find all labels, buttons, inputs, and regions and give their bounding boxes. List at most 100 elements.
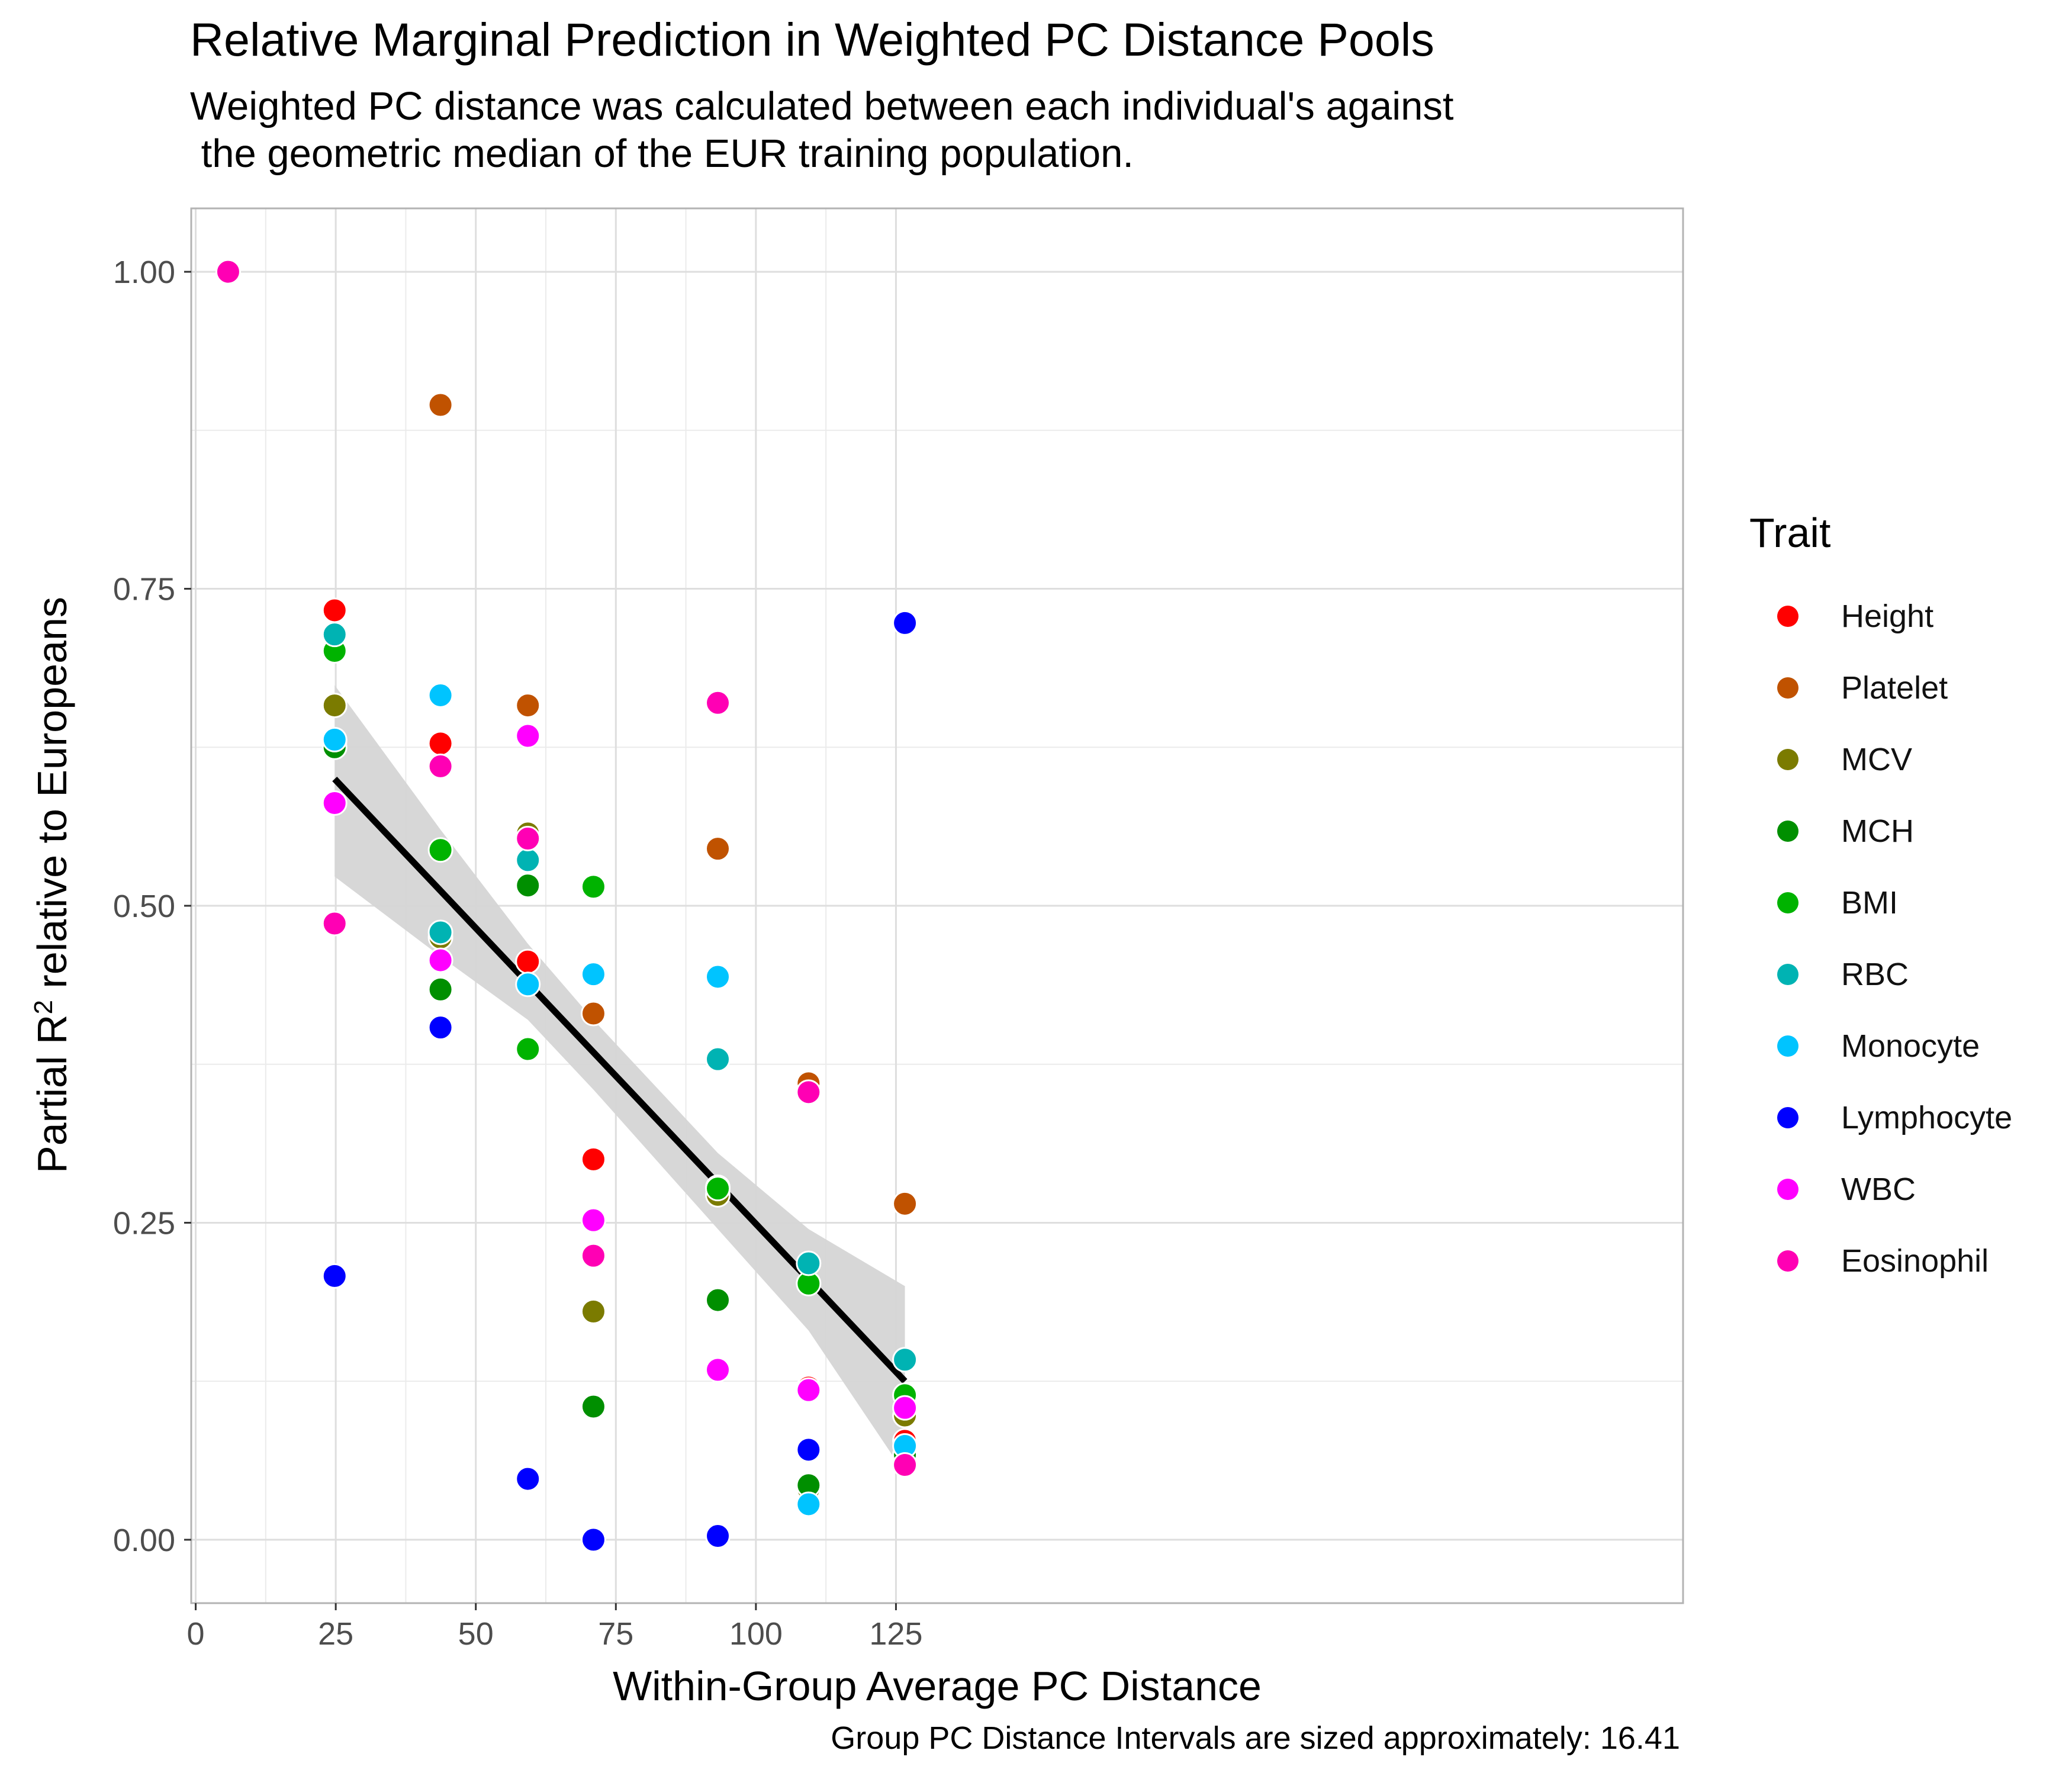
point-wbc (321, 790, 348, 816)
legend-label-rbc: RBC (1841, 956, 1909, 992)
legend-swatch-bmi (1777, 892, 1798, 913)
point-monocyte (427, 682, 453, 708)
point-mcv (580, 1298, 606, 1324)
point-wbc (796, 1377, 822, 1403)
point-platelet (892, 1191, 918, 1217)
point-mch (580, 1394, 606, 1420)
legend-swatch-eosinophil (1777, 1250, 1798, 1272)
point-rbc (796, 1250, 822, 1276)
legend-label-bmi: BMI (1841, 884, 1899, 921)
point-mcv (321, 693, 348, 719)
legend-swatch-mcv (1777, 748, 1798, 770)
point-mch (705, 1287, 731, 1313)
point-height (580, 1146, 606, 1172)
point-lymphocyte (705, 1523, 731, 1549)
x-tick-label: 100 (729, 1616, 783, 1652)
legend-item-wbc: WBC (1749, 1153, 2012, 1225)
legend-items: Height Platelet MCV MCH BMI RBC Monocyte Lympho… (1749, 580, 2012, 1296)
legend-swatch-wbc (1777, 1178, 1798, 1200)
point-monocyte (580, 961, 606, 987)
point-platelet (515, 693, 541, 719)
point-bmi (515, 1036, 541, 1062)
point-bmi (580, 874, 606, 900)
legend-label-eosinophil: Eosinophil (1841, 1243, 1989, 1279)
legend-label-monocyte: Monocyte (1841, 1028, 1980, 1064)
point-bmi (427, 837, 453, 863)
x-tick-label: 75 (598, 1616, 633, 1652)
point-rbc (892, 1347, 918, 1373)
y-tick-label: 0.50 (113, 889, 175, 924)
point-height (427, 731, 453, 757)
point-height (515, 948, 541, 974)
point-eosinophil (705, 690, 731, 716)
legend-label-mch: MCH (1841, 813, 1914, 849)
legend-swatch-monocyte (1777, 1035, 1798, 1057)
legend-label-mcv: MCV (1841, 741, 1912, 777)
point-lymphocyte (427, 1015, 453, 1041)
x-tick-label: 0 (187, 1616, 205, 1652)
point-eosinophil (892, 1452, 918, 1478)
legend: Trait Height Platelet MCV MCH BMI RBC Monocyte… (1749, 509, 2012, 1296)
point-eosinophil (321, 910, 348, 937)
chart-subtitle: Weighted PC distance was calculated betw… (190, 84, 1454, 176)
legend-swatch-lymphocyte (1777, 1106, 1798, 1128)
point-rbc (705, 1046, 731, 1072)
point-monocyte (705, 964, 731, 990)
point-height (321, 597, 348, 623)
point-platelet (705, 836, 731, 862)
point-lymphocyte (796, 1437, 822, 1463)
legend-item-lymphocyte: Lymphocyte (1749, 1082, 2012, 1153)
chart-caption: Group PC Distance Intervals are sized ap… (831, 1720, 1680, 1756)
legend-label-lymphocyte: Lymphocyte (1841, 1099, 2013, 1135)
y-tick-label: 1.00 (113, 255, 175, 290)
point-lymphocyte (580, 1527, 606, 1553)
legend-label-platelet: Platelet (1841, 670, 1948, 706)
x-axis-label: Within-Group Average PC Distance (613, 1663, 1262, 1709)
point-eosinophil (427, 753, 453, 779)
point-rbc (321, 622, 348, 648)
point-platelet (580, 1000, 606, 1027)
point-mch (427, 976, 453, 1002)
point-lymphocyte (515, 1466, 541, 1492)
x-tick-label: 50 (458, 1616, 494, 1652)
y-axis-label: Partial R2 relative to Europeans (29, 597, 76, 1173)
x-tick-label: 125 (869, 1616, 922, 1652)
legend-item-rbc: RBC (1749, 938, 2012, 1010)
point-mch (515, 873, 541, 899)
point-lymphocyte (892, 610, 918, 636)
point-monocyte (796, 1491, 822, 1517)
legend-label-height: Height (1841, 598, 1934, 634)
legend-item-platelet: Platelet (1749, 652, 2012, 723)
point-platelet (427, 392, 453, 418)
legend-item-mcv: MCV (1749, 723, 2012, 795)
point-rbc (427, 919, 453, 945)
legend-item-height: Height (1749, 580, 2012, 652)
legend-item-mch: MCH (1749, 795, 2012, 867)
point-wbc (427, 947, 453, 973)
legend-swatch-platelet (1777, 677, 1798, 699)
point-monocyte (321, 726, 348, 752)
point-eosinophil (515, 825, 541, 851)
chart-title: Relative Marginal Prediction in Weighted… (190, 13, 1434, 66)
legend-item-eosinophil: Eosinophil (1749, 1225, 2012, 1296)
point-eosinophil (215, 259, 241, 285)
point-bmi (705, 1176, 731, 1202)
legend-swatch-mch (1777, 820, 1798, 842)
point-wbc (580, 1207, 606, 1233)
legend-swatch-height (1777, 605, 1798, 627)
y-tick-label: 0.25 (113, 1205, 175, 1241)
point-wbc (705, 1357, 731, 1383)
legend-label-wbc: WBC (1841, 1171, 1916, 1207)
point-wbc (515, 723, 541, 749)
x-tick-label: 25 (318, 1616, 353, 1652)
legend-swatch-rbc (1777, 963, 1798, 985)
y-tick-label: 0.75 (113, 572, 175, 607)
ticks-layer: 0 25 50 75 100 125 0.00 0.25 0.50 0.75 1.00 (113, 255, 923, 1652)
legend-item-bmi: BMI (1749, 867, 2012, 938)
points-layer (215, 259, 918, 1553)
point-wbc (892, 1395, 918, 1421)
point-rbc (515, 847, 541, 873)
point-eosinophil (580, 1243, 606, 1269)
legend-title: Trait (1749, 510, 1831, 556)
